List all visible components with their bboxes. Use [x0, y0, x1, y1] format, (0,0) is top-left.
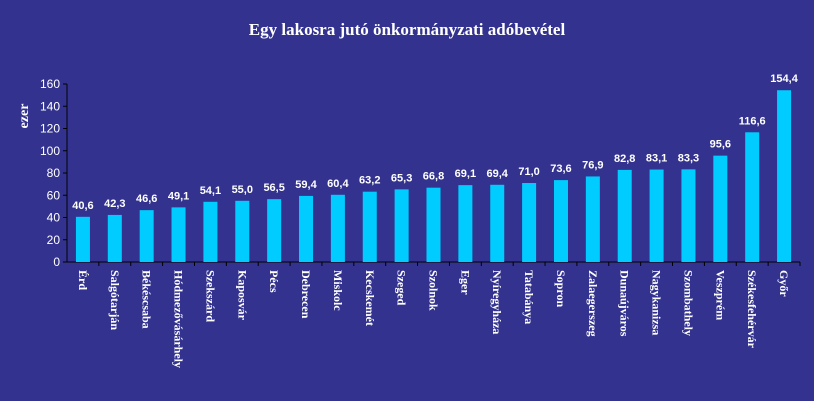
x-tick-label: Békéscsaba [140, 270, 154, 329]
value-label: 60,4 [327, 178, 349, 190]
x-tick-label: Salgótarján [108, 270, 122, 330]
y-tick-label: 60 [47, 188, 61, 202]
x-tick-label: Pécs [267, 270, 281, 293]
value-label: 69,4 [487, 168, 509, 180]
value-label: 63,2 [359, 175, 380, 187]
value-label: 154,4 [770, 73, 798, 85]
x-tick-label: Veszprém [713, 270, 727, 320]
value-label: 71,0 [518, 166, 539, 178]
value-label: 40,6 [72, 200, 93, 212]
bar [553, 180, 568, 262]
x-tick-label: Zalaegerszeg [586, 270, 600, 337]
bar [139, 210, 154, 262]
x-tick-label: Szombathely [681, 270, 695, 336]
bar [522, 183, 537, 262]
bar [681, 169, 696, 262]
y-tick-label: 100 [40, 144, 60, 158]
chart-title: Egy lakosra jutó önkormányzati adóbevéte… [248, 20, 566, 39]
y-tick-label: 120 [40, 122, 60, 136]
x-tick-label: Székesfehérvár [745, 270, 759, 349]
value-label: 95,6 [710, 139, 731, 151]
bar [203, 201, 218, 262]
value-label: 73,6 [550, 163, 571, 175]
x-tick-label: Kecskemét [363, 270, 377, 326]
value-label: 76,9 [582, 159, 603, 171]
x-tick-label: Érd [76, 270, 90, 290]
x-tick-label: Dunaújváros [618, 270, 632, 337]
value-label: 46,6 [136, 193, 157, 205]
bar [458, 185, 473, 262]
x-tick-label: Sopron [554, 270, 568, 307]
bar [745, 132, 760, 262]
y-tick-label: 0 [53, 255, 60, 269]
value-label: 82,8 [614, 153, 635, 165]
x-tick-label: Nyíregyháza [490, 270, 504, 334]
bar [649, 169, 664, 262]
value-label: 55,0 [232, 184, 253, 196]
x-tick-label: Eger [458, 270, 472, 295]
bar [585, 176, 600, 262]
x-tick-label: Miskolc [331, 270, 345, 311]
value-label: 65,3 [391, 172, 412, 184]
value-label: 59,4 [295, 179, 317, 191]
x-tick-label: Tatabánya [522, 270, 536, 324]
x-tick-label: Debrecen [299, 270, 313, 319]
value-label: 54,1 [200, 185, 221, 197]
bar [267, 199, 282, 262]
x-tick-label: Hódmezővásárhely [172, 270, 186, 368]
y-tick-label: 40 [47, 211, 61, 225]
y-tick-label: 20 [47, 233, 61, 247]
bar [362, 191, 377, 262]
x-tick-label: Nagykanizsa [650, 270, 664, 335]
bar [171, 207, 186, 262]
y-tick-label: 140 [40, 99, 60, 113]
y-tick-label: 160 [40, 77, 60, 91]
x-tick-label: Szekszárd [203, 270, 217, 322]
x-tick-label: Kaposvár [235, 270, 249, 321]
value-label: 42,3 [104, 198, 125, 210]
x-tick-label: Szolnok [427, 270, 441, 311]
bar [394, 189, 409, 262]
value-label: 83,3 [678, 152, 699, 164]
bar [330, 194, 345, 262]
x-tick-label: Szeged [395, 270, 409, 306]
value-label: 56,5 [263, 182, 284, 194]
bar [426, 187, 441, 262]
x-tick-label: Győr [777, 270, 791, 297]
bar [235, 200, 250, 262]
bar [107, 214, 122, 262]
value-label: 69,1 [455, 168, 476, 180]
bar [617, 169, 632, 262]
value-label: 49,1 [168, 190, 189, 202]
bar [490, 184, 505, 262]
bar [75, 216, 90, 262]
value-label: 116,6 [739, 115, 766, 127]
value-label: 66,8 [423, 171, 444, 183]
bar [299, 195, 314, 262]
value-label: 83,1 [646, 153, 667, 165]
y-tick-label: 80 [47, 166, 61, 180]
bar [713, 155, 728, 262]
bar [777, 90, 792, 262]
